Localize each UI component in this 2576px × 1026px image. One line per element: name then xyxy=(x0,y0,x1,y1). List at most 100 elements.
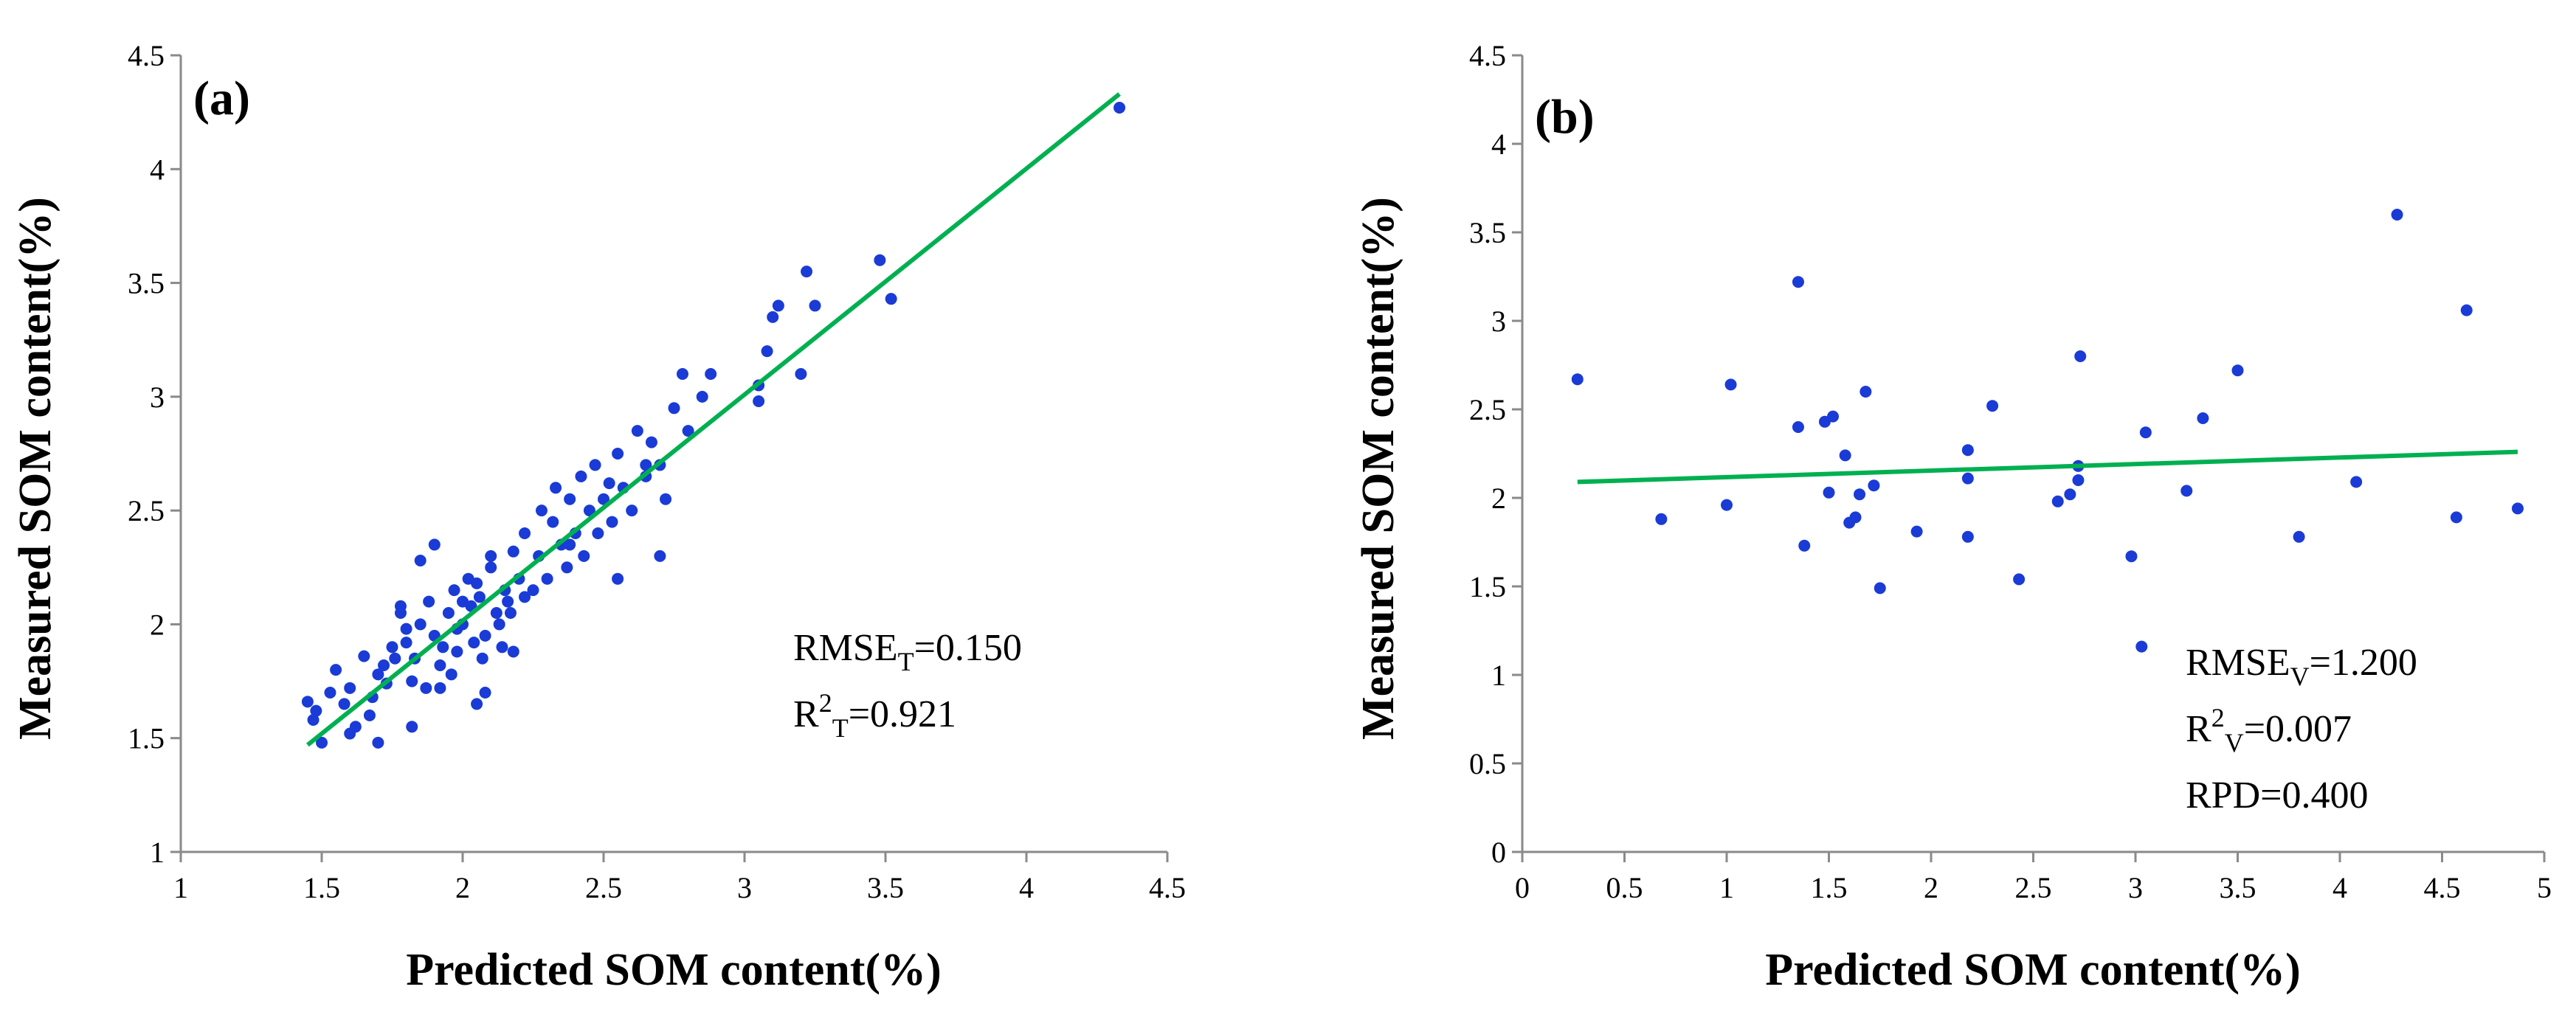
fit-line xyxy=(1577,449,2518,485)
data-point xyxy=(2125,550,2138,563)
data-point xyxy=(301,696,314,708)
y-tick-label: 2 xyxy=(150,608,165,641)
data-point xyxy=(1986,400,1999,412)
data-point xyxy=(316,736,328,749)
stat-subscript: V xyxy=(2225,728,2244,758)
data-point xyxy=(626,505,638,517)
data-point xyxy=(1792,276,1804,288)
data-point xyxy=(2074,350,2087,362)
data-point xyxy=(541,572,553,585)
data-point xyxy=(476,652,488,665)
stat-value: =0.150 xyxy=(914,627,1022,669)
x-axis-title: Predicted SOM content(%) xyxy=(1765,945,2300,995)
data-point xyxy=(761,345,773,358)
data-point xyxy=(448,584,460,597)
data-point xyxy=(338,698,351,710)
data-point xyxy=(1868,479,1880,492)
data-point xyxy=(507,645,519,658)
data-point xyxy=(1961,472,1974,485)
data-point xyxy=(1655,513,1668,525)
data-point xyxy=(550,482,562,494)
data-point xyxy=(2013,573,2026,586)
x-tick-label: 1 xyxy=(1719,871,1734,904)
panel-label: (b) xyxy=(1535,90,1595,144)
data-point xyxy=(2064,488,2076,501)
y-tick-label: 3.5 xyxy=(1469,216,1506,249)
data-point xyxy=(420,682,432,694)
stat-annotation: RMSEV=1.200 xyxy=(2186,642,2417,691)
y-tick-label: 2.5 xyxy=(1469,393,1506,426)
stat-value: =0.921 xyxy=(849,693,956,735)
data-point xyxy=(310,704,322,717)
stat-main: RMSE xyxy=(2186,642,2290,684)
y-tick-label: 3 xyxy=(1491,305,1506,338)
stat-subscript: T xyxy=(832,713,849,743)
data-point xyxy=(473,591,486,603)
stat-superscript: 2 xyxy=(2211,703,2225,732)
stat-annotation: RMSET=0.150 xyxy=(793,627,1022,676)
y-tick-label: 1.5 xyxy=(1469,570,1506,603)
data-point xyxy=(668,402,680,415)
y-tick-label: 4 xyxy=(150,153,165,186)
data-point xyxy=(414,555,427,567)
data-point xyxy=(406,675,418,687)
x-tick-label: 1.5 xyxy=(303,871,340,904)
data-point xyxy=(493,618,505,631)
x-tick-label: 0 xyxy=(1515,871,1530,904)
data-point xyxy=(1724,378,1737,391)
stat-subscript: T xyxy=(898,647,914,676)
data-point xyxy=(479,687,491,699)
x-tick-label: 5 xyxy=(2537,871,2552,904)
data-point xyxy=(363,709,376,721)
stat-subscript: V xyxy=(2290,662,2310,691)
stat-annotation: R2V=0.007 xyxy=(2186,703,2352,758)
data-point xyxy=(1823,486,1835,499)
data-point xyxy=(1910,525,1923,538)
data-point xyxy=(612,448,624,460)
data-point xyxy=(696,390,708,403)
data-point xyxy=(386,641,398,654)
y-tick-label: 0.5 xyxy=(1469,747,1506,780)
data-point xyxy=(2450,511,2462,524)
data-point xyxy=(479,629,491,642)
y-tick-label: 4.5 xyxy=(1469,39,1506,72)
data-point xyxy=(1827,410,1840,423)
data-point xyxy=(2350,476,2363,488)
y-tick-label: 3.5 xyxy=(128,267,165,300)
stat-superscript: 2 xyxy=(819,688,832,718)
data-point xyxy=(564,493,576,505)
data-point xyxy=(527,584,539,597)
x-tick-label: 3.5 xyxy=(2220,871,2256,904)
data-point xyxy=(575,470,587,482)
x-tick-label: 2.5 xyxy=(2015,871,2052,904)
data-point xyxy=(603,477,615,490)
data-point xyxy=(406,721,418,733)
data-point xyxy=(682,425,694,437)
data-point xyxy=(1961,530,1974,543)
data-point xyxy=(874,254,886,266)
data-point xyxy=(471,698,483,710)
data-point xyxy=(2511,502,2524,515)
data-point xyxy=(1571,373,1584,386)
data-point xyxy=(2391,209,2403,221)
data-point xyxy=(660,493,672,505)
data-point xyxy=(631,425,643,437)
data-point xyxy=(2051,495,2064,507)
data-point xyxy=(705,368,717,380)
stat-value: =0.007 xyxy=(2244,708,2352,750)
x-tick-label: 2.5 xyxy=(585,871,622,904)
data-point xyxy=(2072,474,2085,486)
data-point xyxy=(1839,449,1851,462)
data-point xyxy=(502,595,514,608)
x-tick-label: 3.5 xyxy=(867,871,904,904)
data-point xyxy=(2293,530,2305,543)
panel-label: (a) xyxy=(193,72,250,125)
data-point xyxy=(753,395,765,408)
data-point xyxy=(578,550,590,562)
data-point xyxy=(519,527,531,539)
data-point xyxy=(1798,539,1811,552)
data-point xyxy=(468,637,480,649)
data-point xyxy=(1113,101,1126,114)
data-point xyxy=(485,550,497,562)
data-point xyxy=(767,311,779,323)
